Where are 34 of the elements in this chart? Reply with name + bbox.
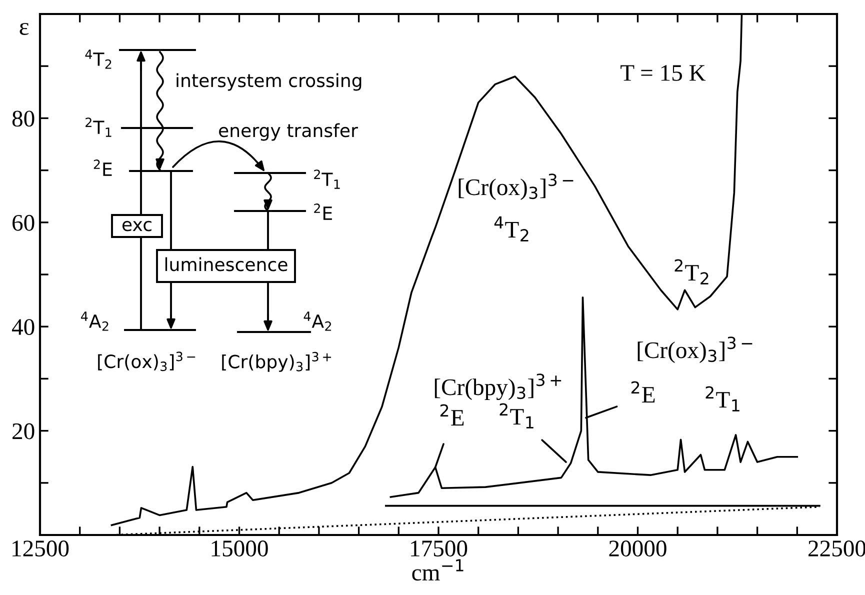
- annotation: $^{4}$A$_{2}$: [304, 312, 332, 331]
- annotation: T = 15 K: [620, 65, 706, 81]
- annotation: [Cr(bpy)$_{3}$]$^{3+}$: [222, 352, 332, 372]
- y-tick-label: 60: [12, 214, 34, 231]
- annotation: luminescence: [165, 257, 288, 272]
- annotation: [Cr(ox)$_{3}$]$^{3−}$: [638, 336, 752, 363]
- annotation: [Cr(ox)$_{3}$]$^{3−}$: [98, 352, 196, 372]
- annotation: intersystem crossing: [176, 73, 362, 91]
- annotation: $^{2}$T$_{1}$: [314, 170, 340, 189]
- annotation: $^{2}$T$_{2}$: [674, 259, 708, 284]
- annotation: $^{2}$T$_{1}$: [500, 403, 534, 428]
- x-tick-label: 17500: [411, 540, 468, 556]
- annotation: energy transfer: [218, 123, 358, 141]
- annotation: $^{4}$A$_{2}$: [81, 312, 108, 331]
- annotation: $^{2}$E: [314, 204, 332, 220]
- annotation: $^{2}$E: [440, 404, 464, 426]
- annotation: $^{2}$E: [94, 160, 112, 176]
- y-axis-title: ε: [20, 22, 29, 35]
- x-axis-title: cm$^{−1}$: [412, 559, 464, 581]
- annotation: $^{4}$T$_{2}$: [85, 50, 112, 69]
- annotation: $^{2}$E: [631, 381, 655, 403]
- y-tick-label: 40: [12, 319, 34, 336]
- x-tick-label: 20000: [609, 540, 666, 556]
- annotation: [Cr(ox)$_{3}$]$^{3−}$: [458, 174, 574, 200]
- annotation: $^{4}$T$_{2}$: [494, 216, 528, 242]
- annotation: $^{2}$T$_{1}$: [86, 118, 112, 137]
- x-tick-label: 15000: [212, 540, 268, 556]
- annotation: [Cr(bpy)$_{3}$]$^{3+}$: [434, 374, 562, 400]
- x-tick-label: 12500: [12, 540, 69, 556]
- annotation: $^{2}$T$_{1}$: [706, 386, 740, 412]
- y-tick-label: 20: [12, 423, 34, 440]
- annotation: exc: [122, 220, 152, 232]
- line-series: [390, 296, 798, 498]
- y-tick-label: 80: [12, 110, 34, 127]
